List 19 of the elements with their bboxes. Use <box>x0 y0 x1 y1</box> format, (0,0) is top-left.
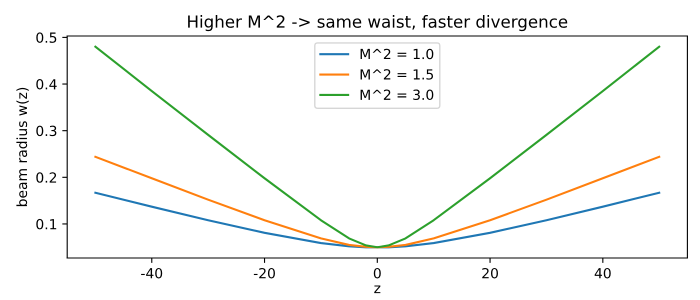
y-tick-label: 0.1 <box>36 218 56 230</box>
x-tick-label: 0 <box>374 268 381 278</box>
x-axis-title: z <box>374 286 380 294</box>
x-tick-label: -20 <box>254 268 275 278</box>
line-series <box>94 46 660 248</box>
chart-title: Higher M^2 -> same waist, faster divergence <box>188 15 568 32</box>
legend-label: M^2 = 3.0 <box>360 90 434 100</box>
y-tick-label: 0.3 <box>36 126 56 136</box>
x-tick-label: 40 <box>594 268 611 278</box>
line-series <box>94 156 660 248</box>
y-tick-label: 0.2 <box>36 172 56 183</box>
y-axis-title: beam radius w(z) <box>16 88 29 206</box>
x-tick-label: -40 <box>141 268 162 278</box>
legend-label: M^2 = 1.0 <box>360 48 434 60</box>
y-tick-label: 0.4 <box>36 79 57 90</box>
line-series <box>94 192 660 248</box>
y-tick-label: 0.5 <box>36 32 56 43</box>
x-tick-label: 20 <box>482 268 498 278</box>
legend-label: M^2 = 1.5 <box>360 69 434 80</box>
